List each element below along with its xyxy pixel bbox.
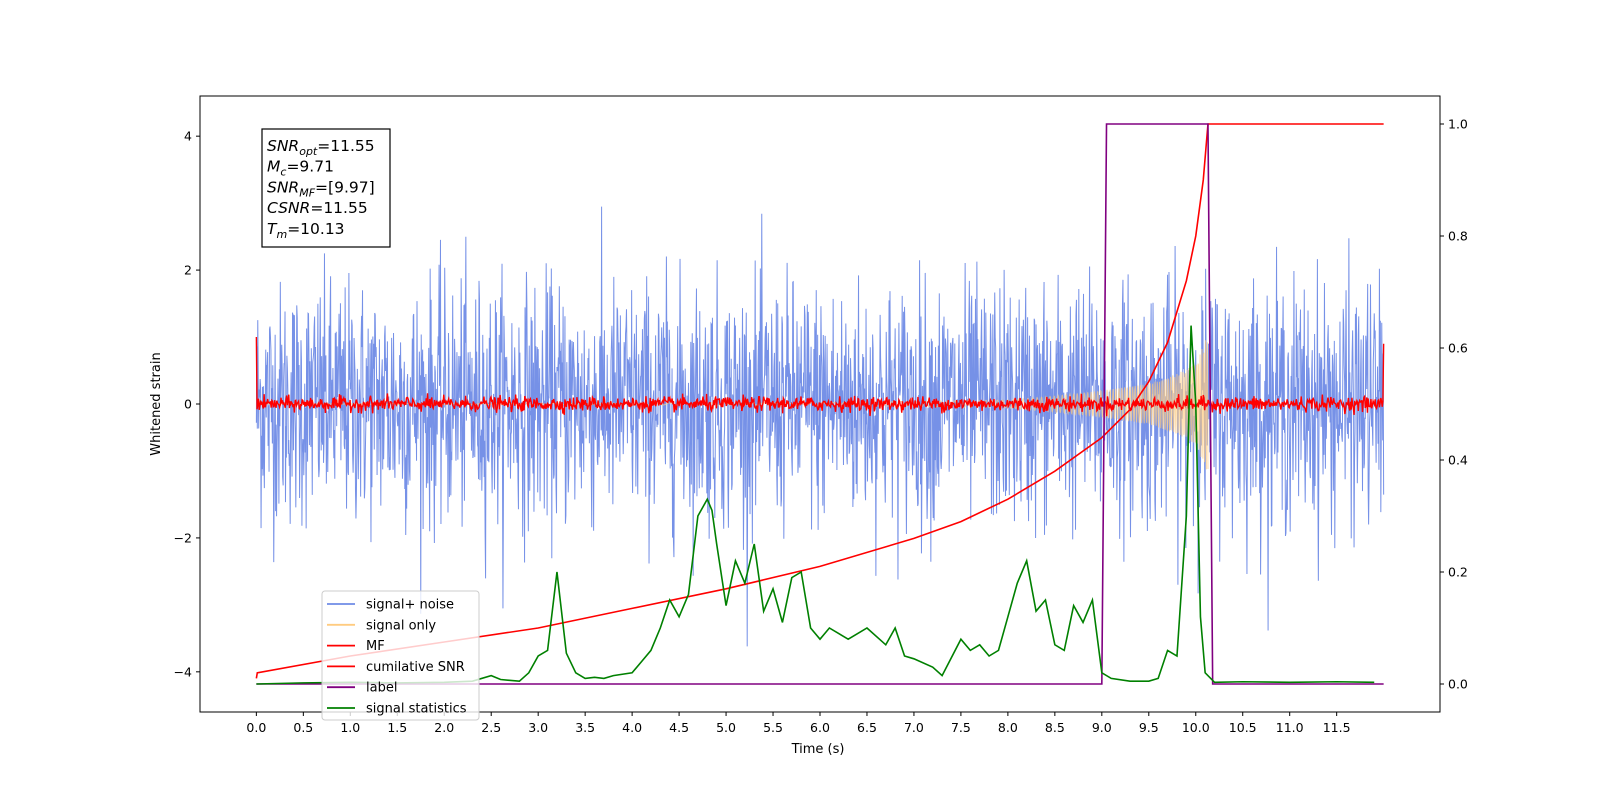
y-tick-label: −2: [174, 530, 192, 545]
x-tick-label: 2.0: [434, 720, 454, 735]
y2-tick-label: 0.4: [1448, 453, 1468, 468]
legend: signal+ noise signal only MF cumilative SNR…: [321, 590, 480, 721]
info-line: Tm=10.13: [267, 220, 345, 241]
series-label: [256, 123, 1384, 685]
info-line: CSNR=11.55: [267, 199, 368, 217]
x-axis-title: Time (s): [791, 742, 845, 757]
legend-label: signal+ noise: [366, 598, 454, 613]
x-tick-label: 7.5: [951, 720, 971, 735]
x-tick-label: 5.5: [763, 720, 783, 735]
x-tick-label: 9.0: [1092, 720, 1112, 735]
x-tick-label: 3.5: [575, 720, 595, 735]
x-tick-label: 0.0: [246, 720, 266, 735]
y2-tick-label: 0.2: [1448, 565, 1468, 580]
y-tick-label: 2: [184, 263, 192, 278]
y2-tick-label: 1.0: [1448, 117, 1468, 132]
y-axis-right: 1.0 0.8 0.6 0.4 0.2 0.0: [1440, 117, 1468, 692]
y-axis-left: 4 2 0 −2 −4: [174, 129, 200, 679]
y-tick-label: −4: [174, 664, 192, 679]
x-tick-label: 1.0: [340, 720, 360, 735]
info-line: Mc=9.71: [267, 158, 334, 179]
info-line: SNRopt=11.55: [267, 137, 375, 158]
x-tick-label: 11.0: [1276, 720, 1304, 735]
y2-tick-label: 0.0: [1448, 677, 1468, 692]
y2-tick-label: 0.6: [1448, 341, 1468, 356]
legend-label: label: [366, 681, 397, 696]
x-tick-label: 8.0: [998, 720, 1018, 735]
x-tick-label: 6.5: [857, 720, 877, 735]
x-tick-label: 11.5: [1323, 720, 1351, 735]
series-signal-noise: [255, 206, 1385, 647]
x-tick-label: 0.5: [293, 720, 313, 735]
series-signal-statistics: [256, 325, 1375, 685]
x-axis: 0.0 0.5 1.0 1.5 2.0 2.5 3.0 3.5 4.0 4.5 5.0 5.5 6.0 6…: [246, 712, 1351, 735]
y2-tick-label: 0.8: [1448, 229, 1468, 244]
legend-frame: [321, 590, 480, 721]
info-box-frame: [261, 128, 391, 248]
x-tick-label: 8.5: [1045, 720, 1065, 735]
x-tick-label: 4.5: [669, 720, 689, 735]
x-tick-label: 1.5: [387, 720, 407, 735]
x-tick-label: 2.5: [481, 720, 501, 735]
x-tick-label: 6.0: [810, 720, 830, 735]
legend-label: signal statistics: [366, 702, 467, 717]
legend-label: signal only: [366, 618, 436, 633]
x-tick-label: 3.0: [528, 720, 548, 735]
y-axis-title: Whitened strain: [149, 352, 164, 455]
x-tick-label: 4.0: [622, 720, 642, 735]
info-line: SNRMF=[9.97]: [267, 178, 375, 199]
legend-label: MF: [366, 639, 385, 654]
x-tick-label: 7.0: [904, 720, 924, 735]
x-tick-label: 10.5: [1229, 720, 1257, 735]
x-tick-label: 5.0: [716, 720, 736, 735]
info-box: SNRopt=11.55Mc=9.71SNRMF=[9.97]CSNR=11.5…: [261, 128, 391, 248]
y-tick-label: 0: [184, 397, 192, 412]
x-tick-label: 9.5: [1139, 720, 1159, 735]
legend-label: cumilative SNR: [366, 660, 465, 675]
x-tick-label: 10.0: [1182, 720, 1210, 735]
y-tick-label: 4: [184, 129, 192, 144]
